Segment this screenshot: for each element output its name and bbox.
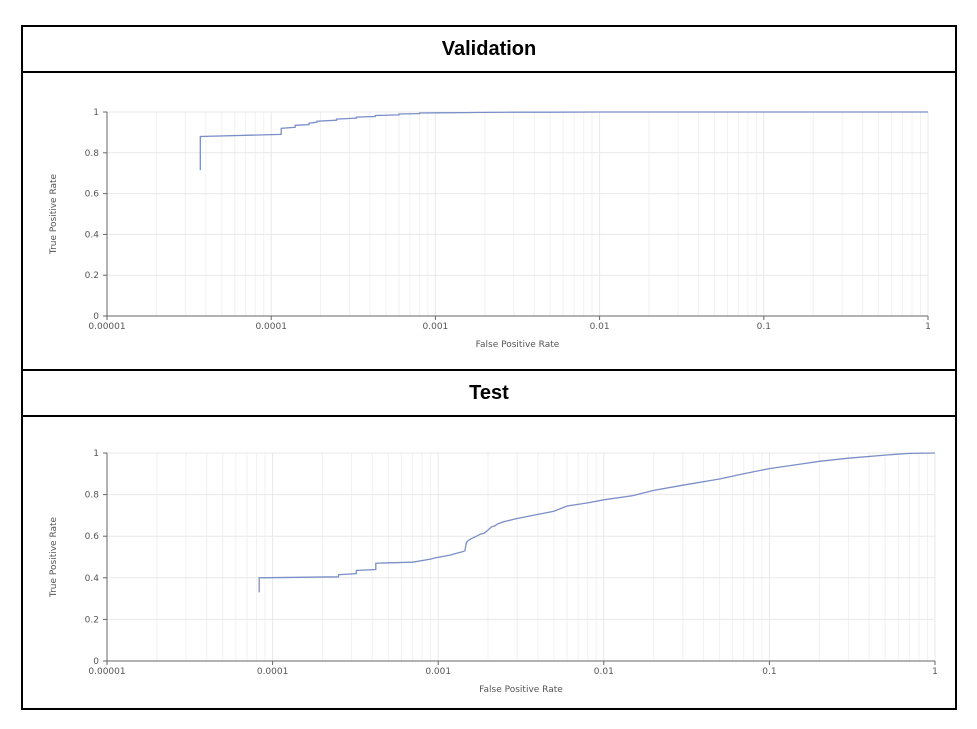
test-y-tick-label: 0.6 xyxy=(85,532,100,542)
validation-x-tick-label: 1 xyxy=(925,322,931,332)
test-title-bar: Test xyxy=(23,369,955,417)
test-x-tick-label: 0.001 xyxy=(425,667,451,677)
validation-x-tick-label: 0.1 xyxy=(757,322,771,332)
test-y-axis-label: True Positive Rate xyxy=(49,516,59,598)
test-chart: 0.00001 0.0001 0.001 0.01 0.1 1 0 0.2 0.4 0.6 0.8 1… xyxy=(49,449,938,695)
validation-x-tick-label: 0.0001 xyxy=(255,322,287,332)
test-x-tick-label: 0.1 xyxy=(762,667,776,677)
validation-y-tick-label: 0.8 xyxy=(85,149,100,159)
validation-title-bar: Validation xyxy=(23,27,955,73)
test-x-tick-label: 0.00001 xyxy=(88,667,125,677)
validation-y-tick-label: 1 xyxy=(93,108,99,118)
validation-x-tick-label: 0.001 xyxy=(423,322,449,332)
test-y-tick-label: 1 xyxy=(93,449,99,459)
test-x-axis-label: False Positive Rate xyxy=(479,685,563,695)
validation-x-tick-label: 0.01 xyxy=(590,322,610,332)
validation-y-tick-label: 0.6 xyxy=(85,190,100,200)
validation-title: Validation xyxy=(441,37,537,60)
test-y-tick-label: 0.2 xyxy=(85,615,99,625)
test-title: Test xyxy=(469,381,509,404)
validation-chart: 0.00001 0.0001 0.001 0.01 0.1 1 0 0.2 0.4 0.6 0.8 1… xyxy=(49,108,931,350)
test-y-tick-label: 0 xyxy=(93,657,99,667)
validation-y-tick-label: 0 xyxy=(93,312,99,322)
validation-x-axis-label: False Positive Rate xyxy=(476,340,560,350)
figure-frame: Validation 0.00001 0.0001 0.001 0.01 0.1 1 0 0.… xyxy=(21,25,957,710)
validation-x-tick-label: 0.00001 xyxy=(88,322,125,332)
test-y-tick-label: 0.8 xyxy=(85,491,100,501)
test-x-tick-label: 0.01 xyxy=(594,667,614,677)
validation-y-axis-label: True Positive Rate xyxy=(49,173,59,255)
test-x-tick-label: 1 xyxy=(932,667,938,677)
validation-y-tick-label: 0.2 xyxy=(85,271,99,281)
test-y-tick-label: 0.4 xyxy=(85,574,100,584)
test-roc-curve xyxy=(258,452,936,593)
test-x-tick-label: 0.0001 xyxy=(257,667,289,677)
validation-roc-curve xyxy=(199,111,928,171)
validation-y-tick-label: 0.4 xyxy=(85,230,100,240)
